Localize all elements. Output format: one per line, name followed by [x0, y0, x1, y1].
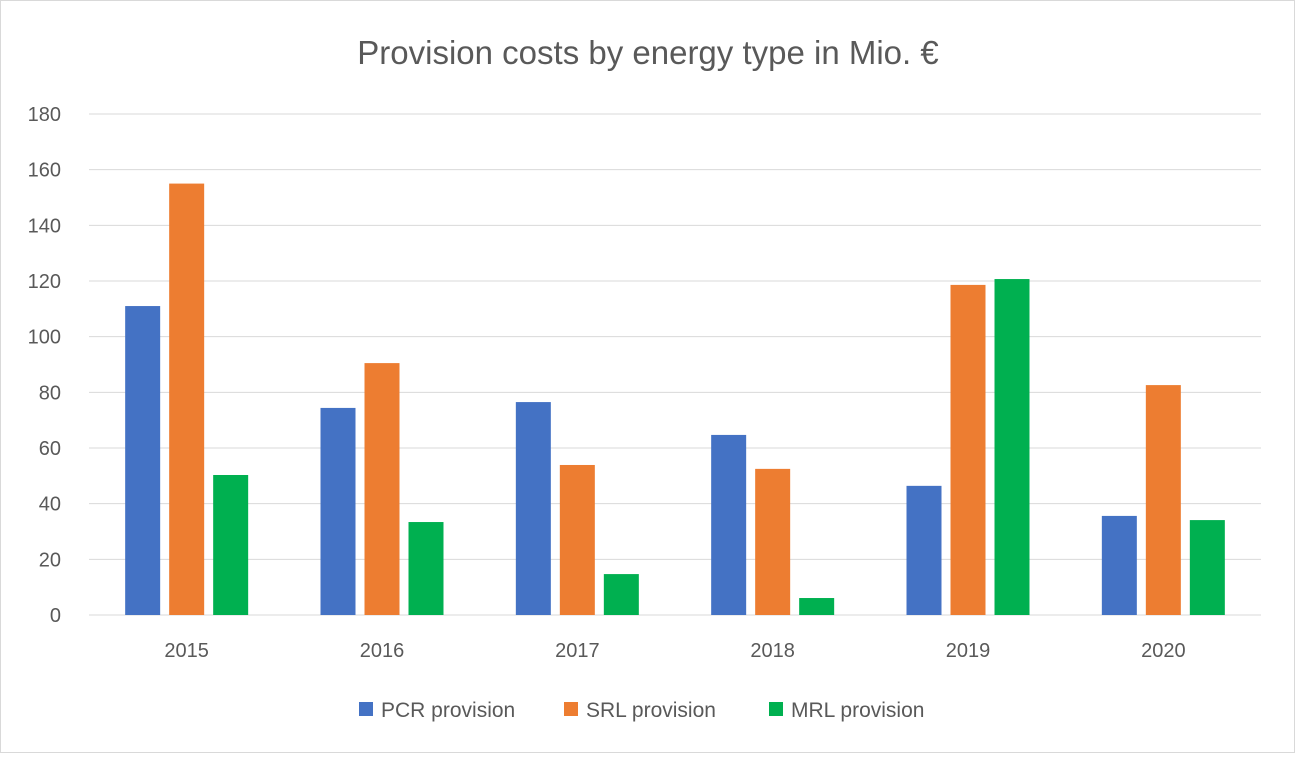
- y-tick-label: 160: [28, 160, 61, 182]
- bar-mrl-provision-2015: [213, 474, 249, 615]
- bar-mrl-provision-2016: [408, 522, 444, 615]
- bar-mrl-provision-2017: [603, 574, 639, 615]
- x-tick-label: 2016: [360, 640, 405, 662]
- bar-pcr-provision-2020: [1101, 515, 1137, 615]
- legend-swatch: [769, 702, 783, 716]
- x-tick-label: 2017: [555, 640, 600, 662]
- legend-swatch: [564, 702, 578, 716]
- y-tick-label: 180: [28, 104, 61, 126]
- legend-label: PCR provision: [381, 699, 515, 722]
- bar-pcr-provision-2016: [320, 407, 356, 615]
- x-axis: 2015 2016 2017 2018 2019 2020: [164, 640, 1185, 662]
- legend-label: MRL provision: [791, 699, 924, 722]
- bar-pcr-provision-2017: [515, 402, 551, 615]
- y-tick-label: 120: [28, 271, 61, 293]
- bar-pcr-provision-2019: [906, 485, 942, 615]
- y-axis: 0 20 40 60 80 100 120 140 160 180: [28, 104, 61, 627]
- bar-srl-provision-2020: [1145, 385, 1181, 615]
- bars: [125, 183, 1225, 616]
- bar-pcr-provision-2015: [125, 306, 161, 615]
- legend-swatch: [359, 702, 373, 716]
- y-tick-label: 80: [39, 382, 61, 404]
- bar-srl-provision-2019: [950, 284, 986, 615]
- bar-srl-provision-2016: [364, 363, 400, 615]
- bar-pcr-provision-2018: [711, 434, 747, 615]
- bar-srl-provision-2015: [169, 183, 205, 616]
- legend: PCR provision SRL provision MRL provision: [359, 699, 924, 722]
- y-tick-label: 0: [50, 605, 61, 627]
- x-tick-label: 2019: [946, 640, 991, 662]
- y-tick-label: 140: [28, 215, 61, 237]
- bar-mrl-provision-2018: [799, 598, 835, 615]
- gridlines: [89, 113, 1261, 616]
- x-tick-label: 2015: [164, 640, 209, 662]
- y-tick-label: 40: [39, 494, 61, 516]
- y-tick-label: 60: [39, 438, 61, 460]
- bar-srl-provision-2017: [559, 464, 595, 615]
- x-tick-label: 2018: [750, 640, 795, 662]
- x-tick-label: 2020: [1141, 640, 1186, 662]
- legend-label: SRL provision: [586, 699, 716, 722]
- chart-title: Provision costs by energy type in Mio. €: [357, 34, 938, 71]
- y-tick-label: 100: [28, 327, 61, 349]
- bar-mrl-provision-2020: [1189, 520, 1225, 615]
- bar-mrl-provision-2019: [994, 279, 1030, 615]
- bar-srl-provision-2018: [755, 468, 791, 615]
- y-tick-label: 20: [39, 549, 61, 571]
